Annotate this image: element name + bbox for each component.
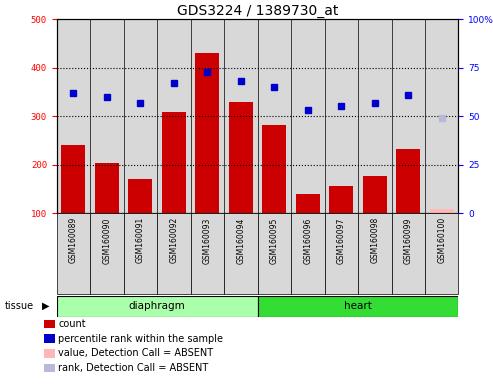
Bar [258, 213, 291, 294]
Text: GSM160091: GSM160091 [136, 217, 145, 263]
Text: GSM160097: GSM160097 [337, 217, 346, 263]
Bar [195, 53, 219, 213]
Text: GSM160098: GSM160098 [370, 217, 379, 263]
Bar [258, 19, 291, 213]
Bar [124, 213, 157, 294]
Text: GSM160089: GSM160089 [69, 217, 78, 263]
Text: GSM160095: GSM160095 [270, 217, 279, 263]
Bar [363, 176, 387, 213]
Bar [90, 19, 124, 213]
Text: count: count [58, 319, 86, 329]
Text: percentile rank within the sample: percentile rank within the sample [58, 334, 223, 344]
Bar [262, 125, 286, 213]
Text: GSM160099: GSM160099 [404, 217, 413, 263]
Bar [291, 19, 324, 213]
Text: GSM160093: GSM160093 [203, 217, 212, 263]
Bar [291, 213, 324, 294]
Text: ▶: ▶ [42, 301, 49, 311]
Bar [157, 213, 191, 294]
Bar [191, 213, 224, 294]
Bar [162, 112, 186, 213]
Bar [128, 179, 152, 213]
Title: GDS3224 / 1389730_at: GDS3224 / 1389730_at [177, 4, 338, 18]
Bar [258, 296, 458, 317]
Text: GSM160100: GSM160100 [437, 217, 446, 263]
Text: GSM160094: GSM160094 [236, 217, 246, 263]
Bar [57, 296, 258, 317]
Bar [358, 19, 391, 213]
Text: tissue: tissue [5, 301, 34, 311]
Bar [358, 213, 391, 294]
Bar [391, 213, 425, 294]
Bar [224, 19, 257, 213]
Text: GSM160096: GSM160096 [303, 217, 313, 263]
Bar [57, 19, 90, 213]
Bar [396, 149, 421, 213]
Text: GSM160090: GSM160090 [103, 217, 111, 263]
Bar [57, 213, 90, 294]
Bar [95, 163, 119, 213]
Bar [430, 209, 454, 213]
Bar [391, 19, 425, 213]
Text: rank, Detection Call = ABSENT: rank, Detection Call = ABSENT [58, 363, 209, 373]
Bar [425, 19, 458, 213]
Bar [324, 213, 358, 294]
Bar [124, 19, 157, 213]
Bar [296, 194, 320, 213]
Text: value, Detection Call = ABSENT: value, Detection Call = ABSENT [58, 348, 213, 358]
Bar [90, 213, 124, 294]
Bar [324, 19, 358, 213]
Bar [224, 213, 257, 294]
Bar [157, 19, 191, 213]
Bar [425, 213, 458, 294]
Text: diaphragm: diaphragm [129, 301, 185, 311]
Bar [191, 19, 224, 213]
Text: GSM160092: GSM160092 [170, 217, 178, 263]
Text: heart: heart [344, 301, 372, 311]
Bar [329, 186, 353, 213]
Bar [62, 145, 85, 213]
Bar [229, 102, 253, 213]
